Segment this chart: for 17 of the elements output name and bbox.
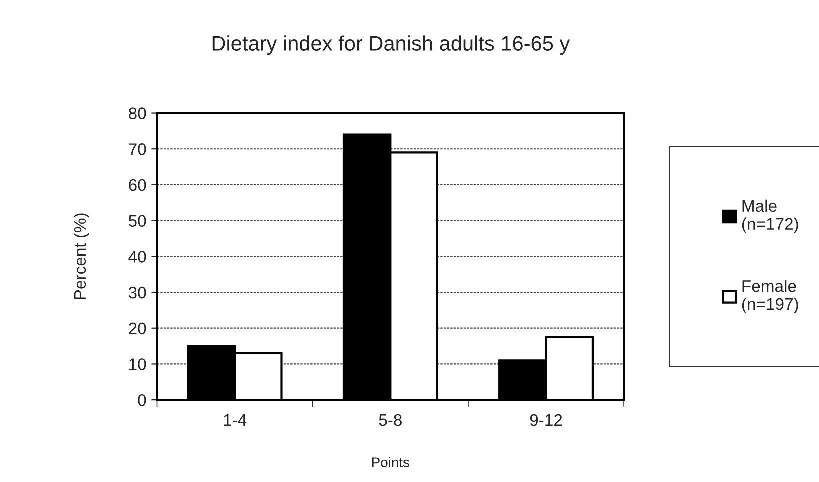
y-tick-label: 70 (129, 144, 146, 156)
y-tick-label: 10 (130, 358, 146, 370)
y-tick-label: 30 (128, 286, 146, 299)
y-axis-title: Percent (%) (74, 214, 90, 300)
legend-label: Female (n=197) (742, 280, 798, 314)
y-tick-label: 0 (138, 394, 146, 406)
chart-title: Dietary index for Danish adults 16-65 y (212, 36, 570, 56)
y-tick-label: 60 (129, 179, 146, 192)
legend-label: Male (n=172) (742, 200, 798, 234)
x-tick-label: 1-4 (224, 414, 247, 426)
x-tick-label: 9-12 (530, 414, 562, 426)
y-tick-label: 50 (128, 215, 146, 228)
x-tick-label: 5-8 (379, 414, 402, 426)
y-tick-label: 40 (128, 251, 146, 263)
x-axis-title: Points (372, 457, 410, 468)
y-tick-label: 80 (129, 108, 146, 120)
y-tick-label: 20 (129, 322, 146, 335)
